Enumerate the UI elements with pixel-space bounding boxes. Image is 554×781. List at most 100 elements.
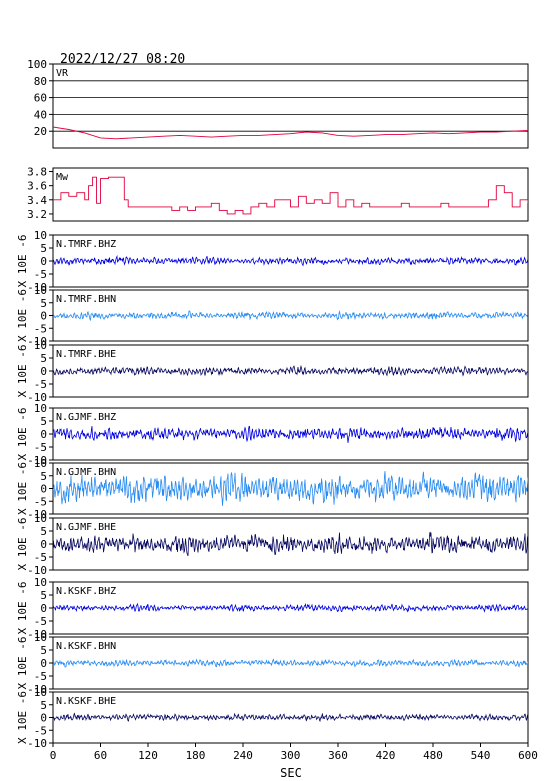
y-tick-label: 10 bbox=[34, 284, 47, 297]
panel-frame bbox=[52, 63, 529, 149]
y-tick-label: 10 bbox=[34, 229, 47, 242]
panel-label: N.GJMF.BHE bbox=[56, 522, 116, 533]
panel-label: N.GJMF.BHZ bbox=[56, 412, 116, 423]
panel-label: N.TMRF.BHE bbox=[56, 349, 116, 360]
y-tick-label: 5 bbox=[40, 352, 47, 365]
y-tick-label: -10 bbox=[27, 737, 47, 750]
y-tick-label: 40 bbox=[34, 108, 47, 121]
y-axis-label: X 10E -6 bbox=[16, 518, 29, 571]
x-tick-label: 240 bbox=[233, 749, 253, 762]
y-tick-label: 10 bbox=[34, 402, 47, 415]
y-tick-label: 0 bbox=[40, 712, 47, 725]
panel: 3.83.63.43.2 Mw bbox=[27, 166, 529, 222]
y-tick-label: 10 bbox=[34, 512, 47, 525]
y-tick-label: -5 bbox=[34, 551, 47, 564]
y-tick-label: 0 bbox=[40, 483, 47, 496]
y-tick-label: -10 bbox=[27, 508, 47, 521]
y-tick-label: 5 bbox=[40, 242, 47, 255]
panel-label: N.KSKF.BHN bbox=[56, 641, 116, 652]
y-axis-label: X 10E -6 bbox=[16, 582, 29, 635]
panel: 100 80 60 40 20 VR bbox=[27, 58, 529, 149]
x-tick-label: 0 bbox=[50, 749, 57, 762]
y-tick-label: 0 bbox=[40, 428, 47, 441]
series-line bbox=[53, 176, 528, 215]
y-tick-label: -10 bbox=[27, 391, 47, 404]
y-tick-label: 5 bbox=[40, 644, 47, 657]
y-tick-label: 0 bbox=[40, 365, 47, 378]
y-tick-label: 0 bbox=[40, 310, 47, 323]
y-axis-label: X 10E -6 bbox=[16, 345, 29, 398]
y-tick-label: 20 bbox=[34, 125, 47, 138]
x-tick-label: 360 bbox=[328, 749, 348, 762]
y-tick-label: 10 bbox=[34, 457, 47, 470]
y-axis-label: X 10E -6 bbox=[16, 289, 29, 342]
y-axis-label: X 10E -6 bbox=[16, 691, 29, 744]
y-tick-label: -5 bbox=[34, 670, 47, 683]
y-tick-label: 10 bbox=[34, 339, 47, 352]
series-line bbox=[53, 364, 528, 377]
panel-label: N.TMRF.BHZ bbox=[56, 239, 116, 250]
series-line bbox=[53, 471, 528, 506]
y-tick-label: 5 bbox=[40, 525, 47, 538]
y-tick-label: 5 bbox=[40, 470, 47, 483]
y-tick-label: 3.6 bbox=[27, 180, 47, 193]
y-tick-label: -10 bbox=[27, 281, 47, 294]
y-tick-label: -10 bbox=[27, 454, 47, 467]
series-line bbox=[53, 254, 528, 267]
panel-label: Mw bbox=[56, 172, 69, 183]
y-tick-label: 0 bbox=[40, 255, 47, 268]
x-tick-label: 480 bbox=[423, 749, 443, 762]
x-tick-label: 180 bbox=[186, 749, 206, 762]
series-line bbox=[53, 425, 528, 443]
y-tick-label: 80 bbox=[34, 75, 47, 88]
x-tick-label: 120 bbox=[138, 749, 158, 762]
y-tick-label: 100 bbox=[27, 58, 47, 71]
x-tick-label: 600 bbox=[518, 749, 538, 762]
panel-frame bbox=[52, 167, 529, 222]
y-axis-label: X 10E -6 bbox=[16, 235, 29, 288]
y-tick-label: -10 bbox=[27, 564, 47, 577]
y-tick-label: 10 bbox=[34, 686, 47, 699]
series-line bbox=[53, 531, 528, 557]
y-tick-label: -10 bbox=[27, 628, 47, 641]
y-tick-label: -5 bbox=[34, 441, 47, 454]
y-axis-label: X 10E -6 bbox=[16, 462, 29, 515]
series-line bbox=[53, 602, 528, 613]
x-tick-label: 420 bbox=[376, 749, 396, 762]
y-tick-label: -5 bbox=[34, 615, 47, 628]
y-tick-label: -5 bbox=[34, 495, 47, 508]
x-tick-label: 60 bbox=[94, 749, 107, 762]
series-line bbox=[53, 310, 528, 322]
series-line bbox=[53, 658, 528, 668]
y-tick-label: 0 bbox=[40, 657, 47, 670]
panel-label: N.KSKF.BHZ bbox=[56, 586, 116, 597]
y-tick-label: 5 bbox=[40, 297, 47, 310]
panel-label: VR bbox=[56, 68, 69, 79]
y-tick-label: -10 bbox=[27, 335, 47, 348]
x-axis-label: SEC bbox=[280, 766, 302, 780]
y-tick-label: -5 bbox=[34, 268, 47, 281]
series-line bbox=[53, 126, 528, 140]
y-tick-label: 5 bbox=[40, 589, 47, 602]
x-tick-label: 540 bbox=[471, 749, 491, 762]
y-tick-label: 0 bbox=[40, 538, 47, 551]
y-tick-label: -5 bbox=[34, 322, 47, 335]
y-tick-label: -5 bbox=[34, 378, 47, 391]
y-tick-label: -5 bbox=[34, 724, 47, 737]
panel-label: N.GJMF.BHN bbox=[56, 467, 116, 478]
x-tick-label: 300 bbox=[281, 749, 301, 762]
panel-label: N.TMRF.BHN bbox=[56, 294, 116, 305]
y-tick-label: 3.2 bbox=[27, 208, 47, 221]
y-tick-label: -10 bbox=[27, 683, 47, 696]
y-tick-label: 0 bbox=[40, 602, 47, 615]
y-axis-label: X 10E -6 bbox=[16, 408, 29, 461]
